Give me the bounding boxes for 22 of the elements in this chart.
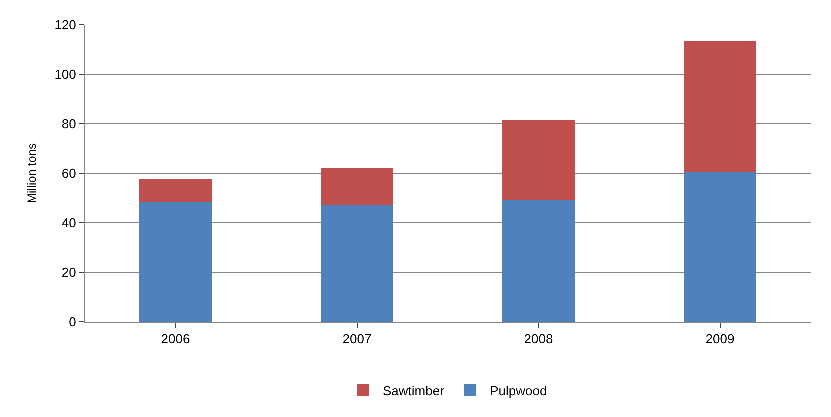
- y-tick-label: 120: [54, 18, 76, 33]
- bar: [320, 206, 394, 322]
- y-tick-label: 20: [62, 265, 76, 280]
- y-tick-label: 0: [69, 314, 76, 330]
- bar: [502, 120, 576, 200]
- y-tick-label: 60: [62, 166, 76, 182]
- x-tick-label: 2006: [161, 332, 190, 347]
- bar: [139, 202, 212, 322]
- y-tick-label: 100: [54, 67, 76, 82]
- legend-label: Sawtimber: [383, 383, 446, 398]
- y-tick-label: 40: [62, 216, 76, 231]
- x-tick-label: 2008: [524, 332, 554, 347]
- bar: [320, 168, 394, 206]
- y-axis-title: Million tons: [24, 143, 39, 204]
- legend-label: Pulpwood: [490, 383, 548, 398]
- bar: [502, 200, 576, 322]
- bar: [684, 42, 757, 172]
- bar: [139, 179, 212, 202]
- x-tick-label: 2007: [342, 332, 372, 347]
- x-tick-label: 2009: [706, 332, 735, 347]
- y-tick-label: 80: [62, 116, 76, 132]
- bar: [684, 172, 757, 322]
